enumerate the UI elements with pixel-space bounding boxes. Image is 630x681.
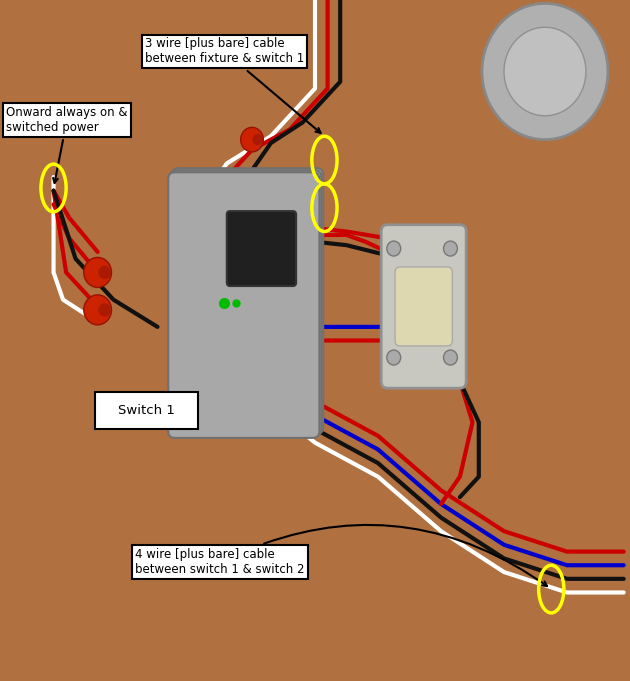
Circle shape: [482, 3, 608, 140]
Circle shape: [84, 295, 112, 325]
FancyBboxPatch shape: [170, 170, 321, 436]
Text: Onward always on &
switched power: Onward always on & switched power: [6, 106, 128, 183]
Text: 4 wire [plus bare] cable
between switch 1 & switch 2: 4 wire [plus bare] cable between switch …: [135, 525, 547, 586]
Circle shape: [253, 135, 262, 144]
FancyBboxPatch shape: [168, 172, 319, 438]
FancyBboxPatch shape: [227, 211, 296, 286]
Circle shape: [387, 350, 401, 365]
FancyBboxPatch shape: [381, 225, 466, 388]
Circle shape: [504, 27, 586, 116]
Circle shape: [444, 241, 457, 256]
Text: Switch 1: Switch 1: [118, 404, 175, 417]
Circle shape: [99, 266, 110, 279]
Circle shape: [444, 350, 457, 365]
Circle shape: [99, 304, 110, 316]
Circle shape: [84, 257, 112, 287]
FancyBboxPatch shape: [94, 392, 198, 429]
FancyBboxPatch shape: [395, 267, 452, 346]
Circle shape: [241, 127, 263, 152]
FancyBboxPatch shape: [172, 168, 323, 434]
Text: 3 wire [plus bare] cable
between fixture & switch 1: 3 wire [plus bare] cable between fixture…: [145, 37, 321, 133]
Circle shape: [387, 241, 401, 256]
